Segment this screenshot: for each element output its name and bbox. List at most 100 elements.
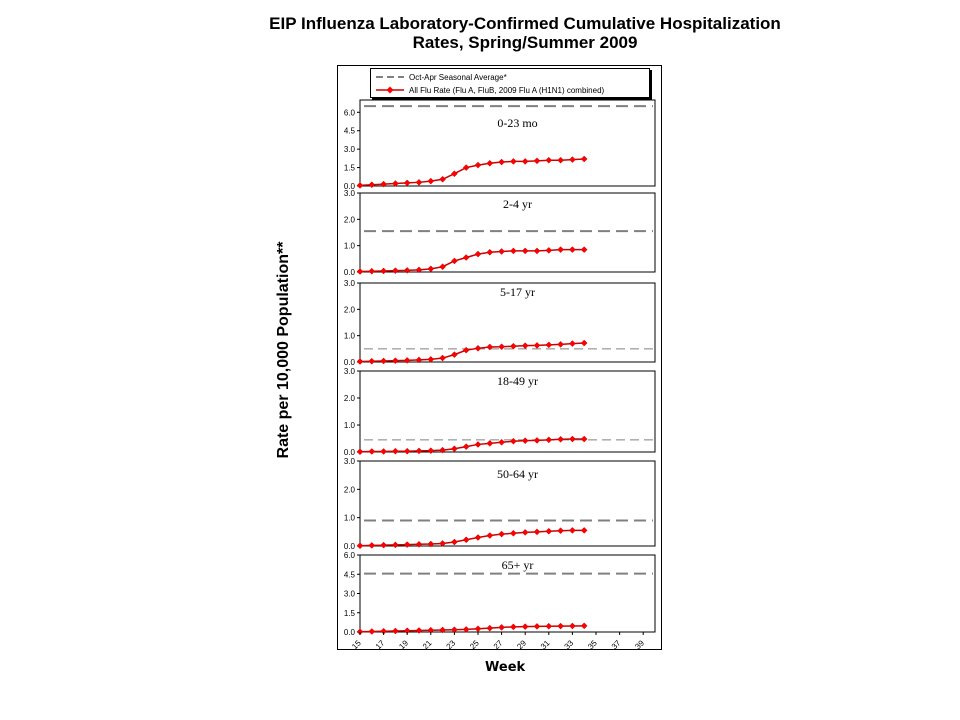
data-point bbox=[392, 627, 399, 635]
y-tick-label: 3.0 bbox=[344, 279, 356, 288]
data-point bbox=[486, 248, 494, 256]
y-tick-label: 4.5 bbox=[344, 127, 356, 136]
data-point bbox=[510, 529, 517, 537]
data-point bbox=[486, 159, 494, 167]
x-tick-label: 31 bbox=[539, 638, 552, 651]
data-point bbox=[486, 440, 494, 447]
data-point bbox=[474, 250, 482, 258]
y-tick-label: 0.0 bbox=[344, 358, 356, 367]
data-point bbox=[380, 180, 387, 188]
data-point bbox=[380, 357, 387, 365]
data-point bbox=[533, 437, 541, 444]
data-point bbox=[368, 542, 376, 549]
panel-label: 65+ yr bbox=[502, 558, 534, 572]
data-point bbox=[498, 624, 505, 631]
data-point bbox=[403, 267, 411, 274]
panel-box bbox=[359, 99, 656, 187]
data-point bbox=[427, 177, 435, 185]
legend-item-seasonal: Oct-Apr Seasonal Average* bbox=[375, 71, 507, 83]
data-point bbox=[380, 448, 387, 455]
data-point bbox=[569, 527, 576, 534]
data-point bbox=[451, 170, 458, 178]
data-point bbox=[474, 534, 482, 541]
legend-dash-icon bbox=[376, 76, 404, 78]
data-point bbox=[521, 247, 529, 255]
data-point bbox=[403, 179, 411, 187]
y-tick-label: 2.0 bbox=[344, 215, 356, 224]
panel-box bbox=[359, 460, 656, 547]
data-point bbox=[486, 532, 494, 539]
data-point bbox=[510, 623, 517, 631]
data-point bbox=[545, 622, 553, 630]
data-point bbox=[451, 538, 458, 546]
data-point bbox=[368, 357, 376, 365]
data-point bbox=[415, 447, 423, 455]
data-point bbox=[439, 263, 446, 271]
data-point bbox=[533, 157, 541, 165]
data-point bbox=[569, 622, 576, 630]
data-point bbox=[580, 246, 588, 253]
data-point bbox=[356, 358, 364, 365]
data-point bbox=[498, 438, 505, 446]
data-point bbox=[545, 341, 553, 349]
x-axis-label: Week bbox=[485, 660, 526, 675]
y-tick-label: 3.0 bbox=[344, 189, 356, 198]
data-point bbox=[569, 156, 576, 163]
data-point bbox=[368, 267, 376, 275]
data-point bbox=[545, 436, 553, 444]
data-point bbox=[510, 158, 517, 165]
data-point bbox=[439, 446, 446, 454]
y-tick-label: 6.0 bbox=[344, 551, 356, 560]
data-point bbox=[439, 354, 446, 362]
data-point bbox=[498, 343, 505, 351]
chart-title: EIP Influenza Laboratory-Confirmed Cumul… bbox=[240, 14, 810, 52]
x-tick-label: 17 bbox=[374, 638, 387, 651]
data-point bbox=[392, 357, 399, 365]
data-point bbox=[474, 441, 482, 448]
y-tick-label: 3.0 bbox=[344, 457, 356, 466]
data-point bbox=[486, 343, 494, 351]
data-point bbox=[545, 527, 553, 535]
x-tick-label: 15 bbox=[350, 638, 363, 651]
y-tick-label: 1.0 bbox=[344, 242, 356, 251]
x-tick-label: 21 bbox=[421, 638, 434, 651]
data-point bbox=[403, 541, 411, 548]
x-tick-label: 19 bbox=[397, 638, 410, 651]
x-tick-label: 35 bbox=[586, 638, 599, 651]
data-point bbox=[580, 435, 588, 443]
data-point bbox=[521, 342, 529, 350]
data-point bbox=[368, 628, 376, 635]
data-point bbox=[557, 246, 564, 253]
data-point bbox=[533, 622, 541, 630]
panel-box bbox=[359, 192, 656, 273]
y-tick-label: 0.0 bbox=[344, 268, 356, 277]
data-point bbox=[498, 530, 505, 538]
y-tick-label: 0.0 bbox=[344, 628, 356, 637]
data-point bbox=[427, 447, 435, 455]
x-tick-label: 33 bbox=[563, 638, 576, 651]
data-point bbox=[510, 437, 517, 445]
data-point bbox=[403, 447, 411, 455]
data-point bbox=[533, 528, 541, 536]
panel-label: 2-4 yr bbox=[503, 197, 532, 211]
data-point bbox=[462, 254, 470, 261]
data-point bbox=[545, 247, 553, 254]
data-point bbox=[498, 248, 505, 255]
legend-label-flu: All Flu Rate (Flu A, FluB, 2009 Flu A (H… bbox=[409, 85, 605, 95]
y-tick-label: 1.0 bbox=[344, 421, 356, 430]
y-tick-label: 4.5 bbox=[344, 570, 356, 579]
data-point bbox=[451, 257, 458, 265]
data-point bbox=[580, 339, 588, 347]
chart-title-line-1: EIP Influenza Laboratory-Confirmed Cumul… bbox=[269, 14, 781, 33]
y-tick-label: 1.0 bbox=[344, 514, 356, 523]
y-tick-label: 3.0 bbox=[344, 590, 356, 599]
data-point bbox=[392, 541, 399, 549]
data-point bbox=[356, 268, 364, 275]
data-point bbox=[557, 156, 564, 164]
data-point bbox=[474, 161, 482, 169]
legend-label-seasonal: Oct-Apr Seasonal Average* bbox=[409, 72, 507, 82]
data-point bbox=[439, 175, 446, 183]
data-point bbox=[439, 540, 446, 547]
y-tick-label: 3.0 bbox=[344, 145, 356, 154]
